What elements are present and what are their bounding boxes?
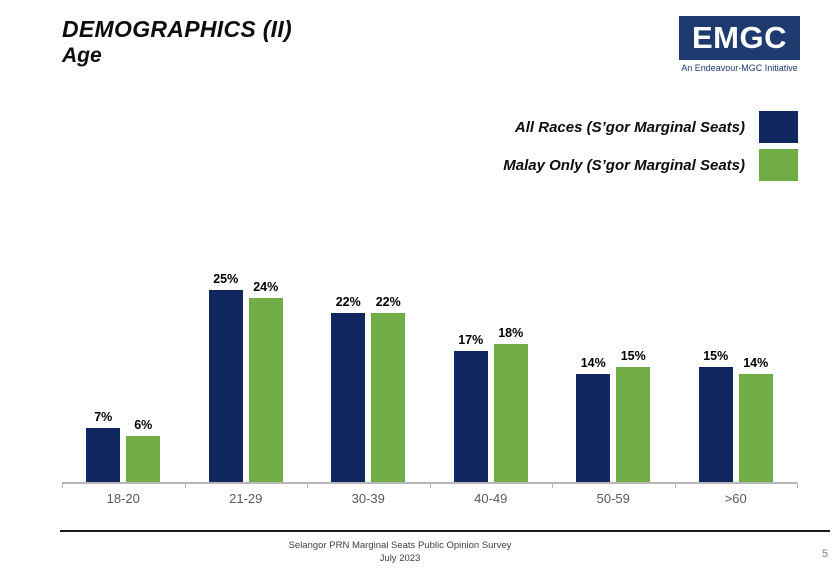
bar <box>126 435 161 482</box>
bar-col: 18% <box>493 325 528 482</box>
x-axis-label-30-39: 30-39 <box>351 491 385 506</box>
bar <box>86 428 121 482</box>
bar <box>616 366 651 482</box>
x-axis-label-50-59: 50-59 <box>596 491 630 506</box>
bar <box>248 297 283 482</box>
x-axis-label-18-20: 18-20 <box>106 491 140 506</box>
legend-item-malay-only: Malay Only (S’gor Marginal Seats) <box>503 149 798 181</box>
footer-caption-line2: July 2023 <box>379 552 421 564</box>
bar-value-label: 18% <box>498 325 524 340</box>
bar-value-label: 22% <box>375 295 401 310</box>
bar-col: 17% <box>453 333 488 482</box>
legend-item-all-races: All Races (S’gor Marginal Seats) <box>503 111 798 143</box>
x-axis-tick <box>184 483 186 488</box>
bar-groups: 7% 6% 25% 24% 22% 22% 17% 18% 14% 15% 15% 14% <box>62 250 797 482</box>
x-axis-label-21-29: 21-29 <box>229 491 263 506</box>
bar-value-label: 17% <box>458 333 484 348</box>
emgc-logo-text: EMGC <box>692 20 787 55</box>
title-subtitle: Age <box>62 44 102 67</box>
bar-col: 14% <box>738 356 773 482</box>
bar-group-40-49: 17% 18% <box>430 326 553 482</box>
bar-value-label: 24% <box>253 279 279 294</box>
bar <box>371 313 406 482</box>
bar-col: 15% <box>698 348 733 482</box>
bar-col: 14% <box>576 356 611 482</box>
bar-col: 22% <box>371 295 406 482</box>
emgc-logo: EMGC An Endeavour-MGC Initiative <box>679 16 800 73</box>
bar-value-label: 14% <box>580 356 606 371</box>
bar-group-50-59: 14% 15% <box>552 349 675 482</box>
page-title: DEMOGRAPHICS (II) Age <box>62 16 292 68</box>
bar-group-30-39: 22% 22% <box>307 295 430 482</box>
legend-label-all-races: All Races (S’gor Marginal Seats) <box>514 118 745 136</box>
bar-col: 24% <box>248 279 283 482</box>
x-axis-label->60: >60 <box>724 491 747 506</box>
x-axis-tick <box>62 483 63 488</box>
legend-label-malay-only: Malay Only (S’gor Marginal Seats) <box>503 156 745 174</box>
legend-swatch-navy <box>759 111 798 143</box>
bar-value-label: 25% <box>213 272 239 286</box>
bar-value-label: 7% <box>94 410 113 425</box>
bar <box>453 351 488 482</box>
bar-group-21-29: 25% 24% <box>185 272 308 482</box>
bar <box>576 374 611 482</box>
bar <box>331 313 366 482</box>
bar-value-label: 6% <box>134 417 153 432</box>
bar <box>738 374 773 482</box>
chart-legend: All Races (S’gor Marginal Seats) Malay O… <box>503 111 798 187</box>
bar-col: 25% <box>208 272 243 482</box>
x-axis-tick <box>552 483 553 488</box>
bar-col: 22% <box>331 295 366 482</box>
bar-value-label: 22% <box>335 295 361 310</box>
age-bar-chart: 7% 6% 25% 24% 22% 22% 17% 18% 14% 15% 15% 14% 18-20… <box>62 250 798 506</box>
x-axis-labels: 18-20 21-29 30-39 40-49 50-59 >60 <box>62 491 797 506</box>
footer-caption: Selangor PRN Marginal Seats Public Opini… <box>0 540 800 566</box>
bar <box>698 366 733 482</box>
bar <box>208 290 243 482</box>
footer-divider <box>60 530 830 532</box>
bar-col: 7% <box>86 410 121 482</box>
bar-group->60: 15% 14% <box>675 349 798 482</box>
bar <box>493 343 528 482</box>
emgc-logo-tagline: An Endeavour-MGC Initiative <box>681 63 798 73</box>
emgc-logo-box: EMGC <box>679 16 800 60</box>
page-number: 5 <box>821 548 828 560</box>
x-axis-tick <box>797 483 798 488</box>
x-axis-tick <box>307 483 308 488</box>
bar-value-label: 15% <box>703 348 729 363</box>
bar-col: 15% <box>616 348 651 482</box>
bar-value-label: 15% <box>620 348 646 363</box>
bar-col: 6% <box>126 417 161 482</box>
x-axis-tick <box>674 483 676 488</box>
legend-swatch-green <box>759 149 798 181</box>
title-main: DEMOGRAPHICS (II) <box>62 16 292 42</box>
footer-caption-line1: Selangor PRN Marginal Seats Public Opini… <box>288 540 512 551</box>
bar-group-18-20: 7% 6% <box>62 410 185 482</box>
bar-value-label: 14% <box>743 356 769 371</box>
x-axis-tick <box>429 483 431 488</box>
x-axis-label-40-49: 40-49 <box>474 491 508 506</box>
